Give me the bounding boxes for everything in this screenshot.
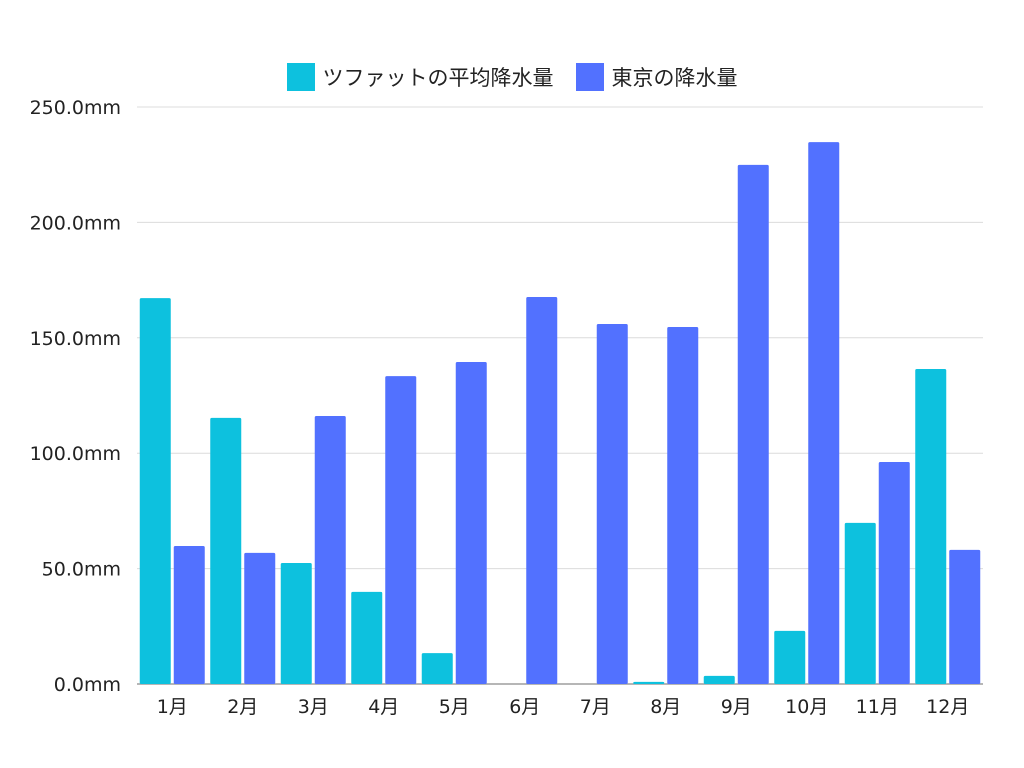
x-tick-label: 6月 — [509, 696, 540, 718]
bar-tokyo-2[interactable] — [244, 552, 276, 684]
bar-tsfat-9[interactable] — [703, 675, 735, 684]
bar-tokyo-9[interactable] — [737, 164, 769, 685]
y-tick-label: 200.0mm — [30, 212, 121, 234]
x-axis-ticks: 1月 2月 3月 4月 5月 6月 7月 8月 9月 10月 11月 12月 — [157, 696, 970, 718]
bar-tokyo-4[interactable] — [385, 376, 417, 684]
x-tick-label: 4月 — [368, 696, 399, 718]
bar-tsfat-8[interactable] — [633, 681, 665, 684]
bars — [139, 142, 981, 685]
bar-tsfat-10[interactable] — [774, 630, 806, 684]
y-axis-ticks: 0.0mm 50.0mm 100.0mm 150.0mm 200.0mm 250.0mm — [30, 97, 121, 696]
y-tick-label: 150.0mm — [30, 328, 121, 350]
x-tick-label: 8月 — [650, 696, 681, 718]
x-tick-label: 11月 — [856, 696, 899, 718]
y-tick-label: 0.0mm — [54, 674, 121, 696]
legend-item-tsfat[interactable]: ツファットの平均降水量 — [286, 62, 554, 92]
bar-tokyo-12[interactable] — [949, 549, 981, 684]
bar-tokyo-7[interactable] — [596, 323, 628, 684]
y-tick-label: 250.0mm — [30, 97, 121, 119]
bar-tokyo-10[interactable] — [808, 142, 840, 684]
y-tick-label: 100.0mm — [30, 443, 121, 465]
legend: ツファットの平均降水量 東京の降水量 — [0, 62, 1024, 92]
legend-label-tsfat: ツファットの平均降水量 — [322, 66, 554, 90]
x-tick-label: 2月 — [227, 696, 258, 718]
bar-tsfat-3[interactable] — [280, 563, 312, 684]
bar-tokyo-1[interactable] — [173, 545, 205, 684]
bar-tsfat-5[interactable] — [421, 653, 453, 684]
bar-tokyo-5[interactable] — [455, 362, 487, 684]
bar-tokyo-6[interactable] — [526, 296, 558, 684]
x-tick-label: 3月 — [298, 696, 329, 718]
x-tick-label: 9月 — [721, 696, 752, 718]
bar-tokyo-3[interactable] — [314, 416, 346, 684]
legend-label-tokyo: 東京の降水量 — [611, 66, 738, 90]
bar-tsfat-4[interactable] — [351, 591, 383, 684]
x-tick-label: 7月 — [580, 696, 611, 718]
legend-swatch-tokyo — [575, 63, 604, 91]
y-tick-label: 50.0mm — [42, 559, 121, 581]
bar-tsfat-2[interactable] — [210, 417, 242, 684]
x-tick-label: 12月 — [926, 696, 969, 718]
bar-tsfat-1[interactable] — [139, 298, 171, 684]
legend-item-tokyo[interactable]: 東京の降水量 — [575, 62, 738, 92]
bar-tokyo-8[interactable] — [667, 326, 699, 684]
bar-tokyo-11[interactable] — [878, 461, 910, 684]
bar-tsfat-12[interactable] — [915, 368, 947, 684]
legend-swatch-tsfat — [286, 63, 315, 91]
x-tick-label: 1月 — [157, 696, 188, 718]
x-tick-label: 10月 — [785, 696, 828, 718]
x-tick-label: 5月 — [439, 696, 470, 718]
gridlines — [137, 106, 983, 685]
bar-tsfat-11[interactable] — [844, 522, 876, 684]
